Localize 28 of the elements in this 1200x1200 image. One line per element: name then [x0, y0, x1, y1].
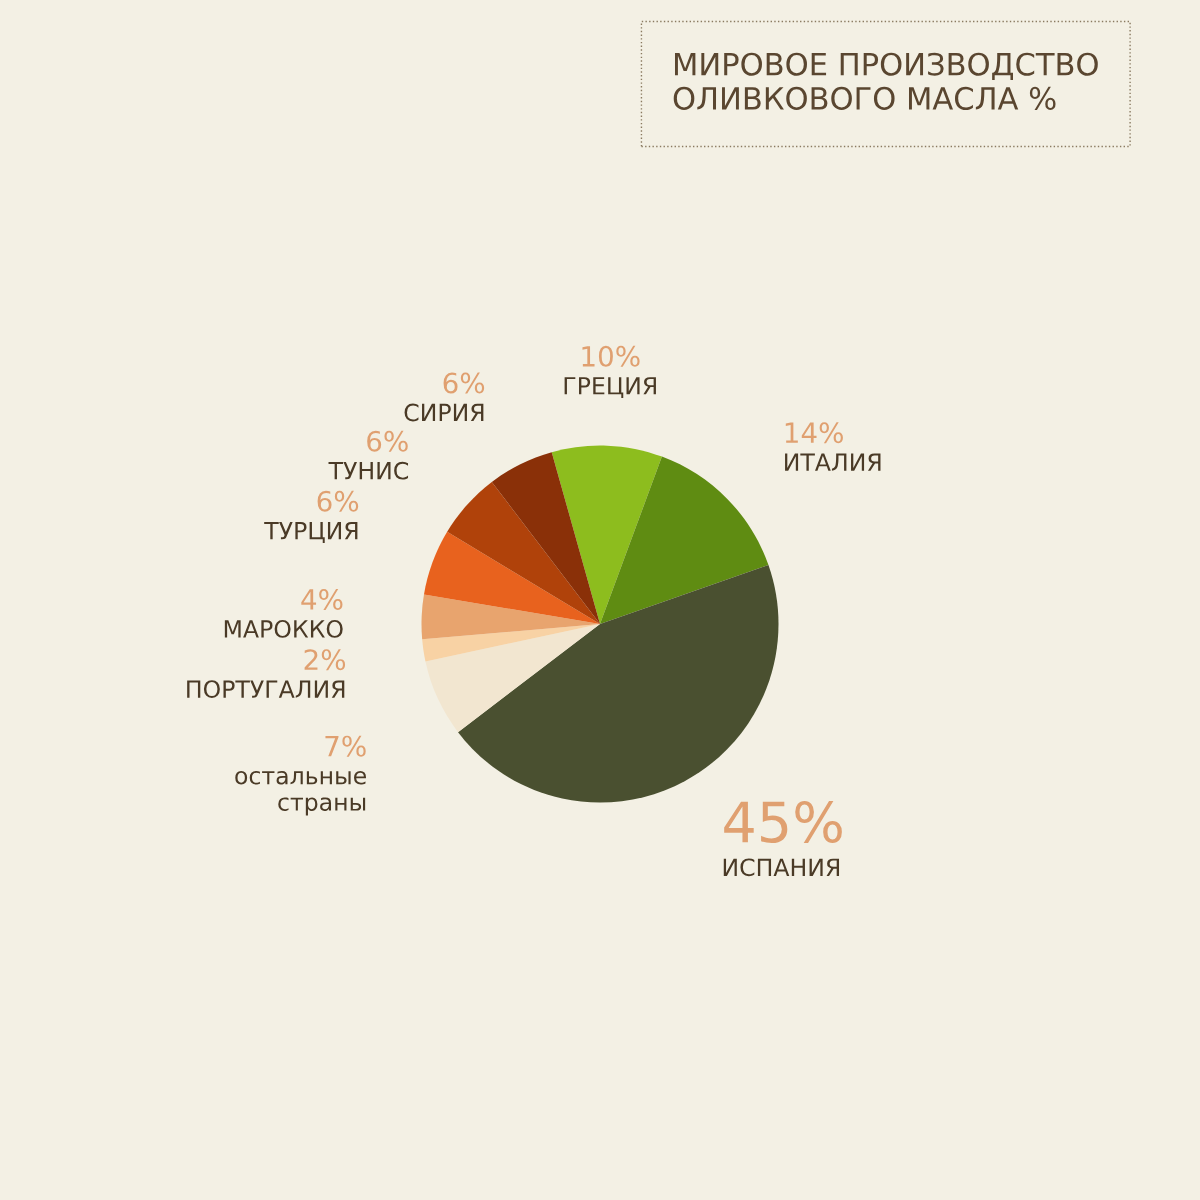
pie-slice	[491, 452, 600, 624]
pie-slice	[423, 531, 600, 624]
chart-title: МИРОВОЕ ПРОИЗВОДСТВО ОЛИВКОВОГО МАСЛА %	[673, 52, 1098, 110]
slice-label: ПОРТУГАЛИЯ	[187, 680, 345, 699]
data-label: 6%	[367, 430, 408, 452]
data-label: 7%	[325, 735, 366, 757]
data-label: 6%	[317, 490, 359, 512]
data-label: 14%	[785, 422, 843, 444]
slice-label: ТУНИС	[328, 461, 409, 480]
data-label: 45%	[724, 800, 842, 844]
slice-label: СИРИЯ	[404, 403, 484, 422]
pie-slice	[447, 482, 600, 624]
slice-label: ГРЕЦИЯ	[564, 377, 656, 399]
pie-slice	[600, 456, 769, 624]
slice-label: ИСПАНИЯ	[723, 858, 840, 877]
data-label: 4%	[301, 588, 343, 610]
slice-label: ТУРЦИЯ	[264, 522, 358, 543]
pie-slice	[551, 445, 662, 624]
pie-slice	[421, 594, 600, 640]
data-label: 2%	[304, 649, 346, 671]
data-label: 6%	[443, 372, 485, 394]
slice-label: МАРОККО	[224, 619, 343, 638]
slice-label: остальные страны	[235, 770, 366, 816]
slice-label: ИТАЛИЯ	[785, 453, 881, 471]
pie-slice	[422, 624, 600, 662]
data-label: 10%	[582, 345, 640, 367]
pie-slice	[425, 624, 600, 733]
pie-slice	[458, 565, 779, 803]
